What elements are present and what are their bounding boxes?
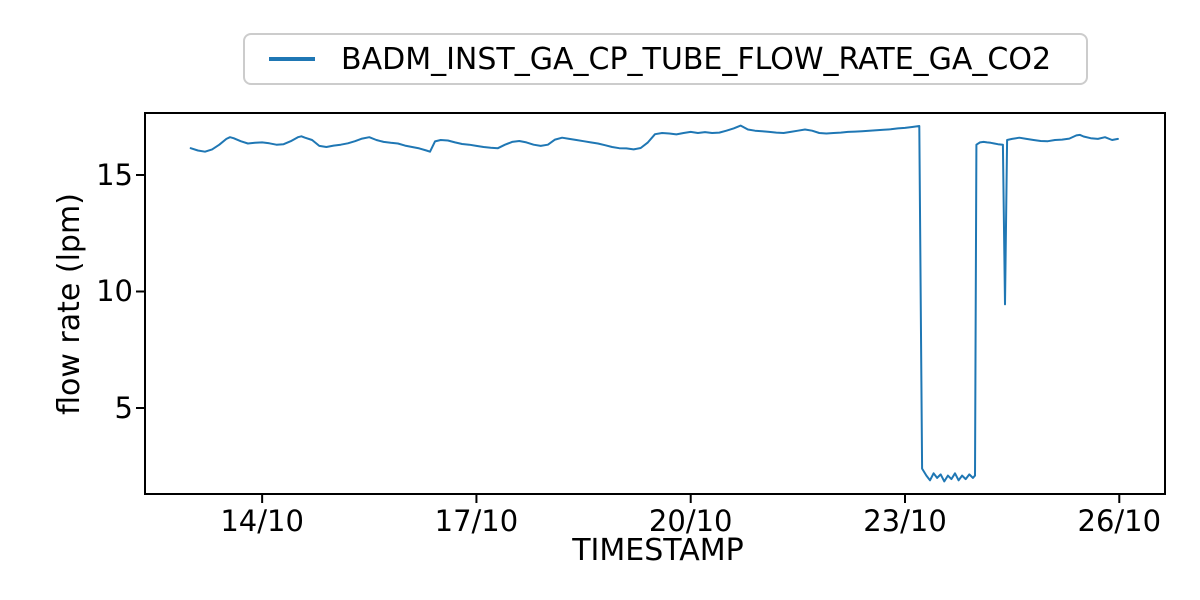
legend: BADM_INST_GA_CP_TUBE_FLOW_RATE_GA_CO2 — [243, 33, 1088, 85]
y-tick-label: 5 — [114, 391, 133, 425]
y-tick-label: 15 — [96, 157, 133, 192]
plot-frame — [144, 112, 1166, 495]
x-tick-label: 17/10 — [434, 504, 519, 538]
x-tick-label: 14/10 — [220, 504, 304, 538]
legend-line-sample-icon — [269, 57, 315, 61]
x-axis-label: TIMESTAMP — [572, 533, 744, 568]
x-tick-label: 26/10 — [1077, 504, 1162, 538]
x-tick-label: 23/10 — [863, 504, 947, 538]
y-tick-label: 10 — [96, 274, 133, 309]
legend-label: BADM_INST_GA_CP_TUBE_FLOW_RATE_GA_CO2 — [341, 41, 1052, 77]
x-tick-label: 20/10 — [648, 504, 733, 538]
data-line-series — [189, 124, 1119, 483]
